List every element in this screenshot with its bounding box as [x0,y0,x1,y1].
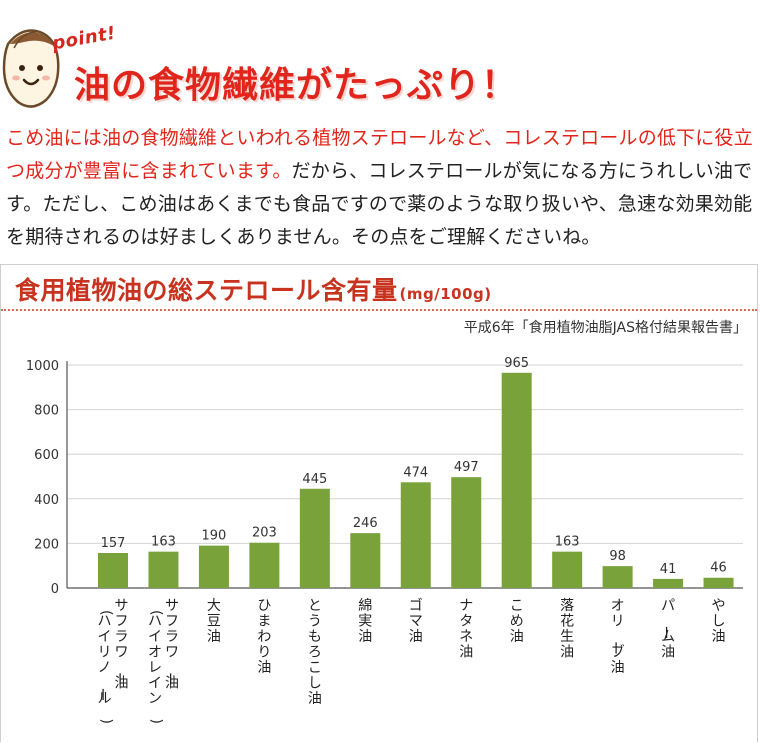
chart-unit: (mg/100g) [399,285,492,303]
chart-title: 食用植物油の総ステロール含有量 (mg/100g) [15,271,492,307]
rice-grain-mascot-icon [2,29,60,108]
x-category-label: とうもろこし油 [308,598,322,707]
y-tick-label: 0 [51,582,59,597]
x-category-label: こめ油 [510,598,524,645]
bar [350,533,381,588]
body-rest: だから、コレステロールが気になる方にうれしい油です。ただし、こめ油はあくまでも食… [6,160,753,248]
bar-value-label: 163 [151,535,176,550]
bar-value-label: 474 [403,465,428,480]
body-paragraph: こめ油には油の食物繊維といわれる植物ステロールなど、コレステロールの低下に役立つ… [6,122,758,254]
bar-value-label: 445 [302,472,327,487]
x-category-label: ナタネ油 [459,598,473,661]
bar [602,566,633,588]
bar-chart: 0 200 400 600 800 1000 157 サフラワー油(ハイリノール) 163 サフラ… [26,356,743,724]
bar [98,552,128,588]
bar [198,545,229,588]
bar-value-label: 497 [454,460,479,475]
chart-title-text: 食用植物油の総ステロール含有量 [15,276,398,305]
bar-value-label: 46 [710,561,727,576]
bar [552,551,583,588]
x-category-label: オリーブ油 [607,598,625,676]
x-category-label: 綿実油 [358,598,372,645]
bar-value-label: 157 [101,536,126,551]
headline: 油の食物繊維がたっぷり！ [74,65,519,106]
x-category-label: サフラワー油(ハイオレイン) [148,598,179,724]
bar [703,577,734,588]
bar [249,542,280,588]
chart-source: 平成6年「食用植物油脂JAS格付結果報告書」 [463,320,747,336]
bar [299,488,330,588]
bar-value-label: 190 [202,529,227,544]
bar [501,372,532,588]
bar-value-label: 246 [353,516,378,531]
x-category-label: 落花生油 [560,598,574,661]
bar [653,578,684,588]
bar-value-label: 163 [555,535,580,550]
chart-divider [1,309,757,311]
bar [451,477,482,588]
x-category-label: パーム油 [657,598,675,661]
chart-panel: 食用植物油の総ステロール含有量 (mg/100g) 平成6年「食用植物油脂JAS格… [0,264,758,742]
y-tick-label: 600 [34,448,59,463]
bar-value-label: 98 [609,549,626,564]
y-tick-label: 800 [34,404,59,419]
x-category-label: ゴマ油 [409,597,423,645]
bar-value-label: 203 [252,526,277,541]
bar [400,482,431,588]
x-category-label: ひまわり油 [257,598,271,676]
y-tick-label: 200 [34,537,59,552]
bar-value-label: 41 [660,562,677,577]
y-tick-label: 400 [34,493,59,508]
x-category-label: やし油 [712,598,726,645]
bar [148,551,179,588]
x-category-label: 大豆油 [207,598,221,645]
x-category-label: サフラワー油(ハイリノール) [94,598,129,724]
body-highlight: こめ油には油の食物繊維といわれる植物ステロールなど、コレステロールの低下に役立つ… [6,127,753,182]
y-tick-label: 1000 [26,359,59,374]
bar-value-label: 965 [504,356,529,371]
header: point! 油の食物繊維がたっぷり！ [0,0,760,118]
